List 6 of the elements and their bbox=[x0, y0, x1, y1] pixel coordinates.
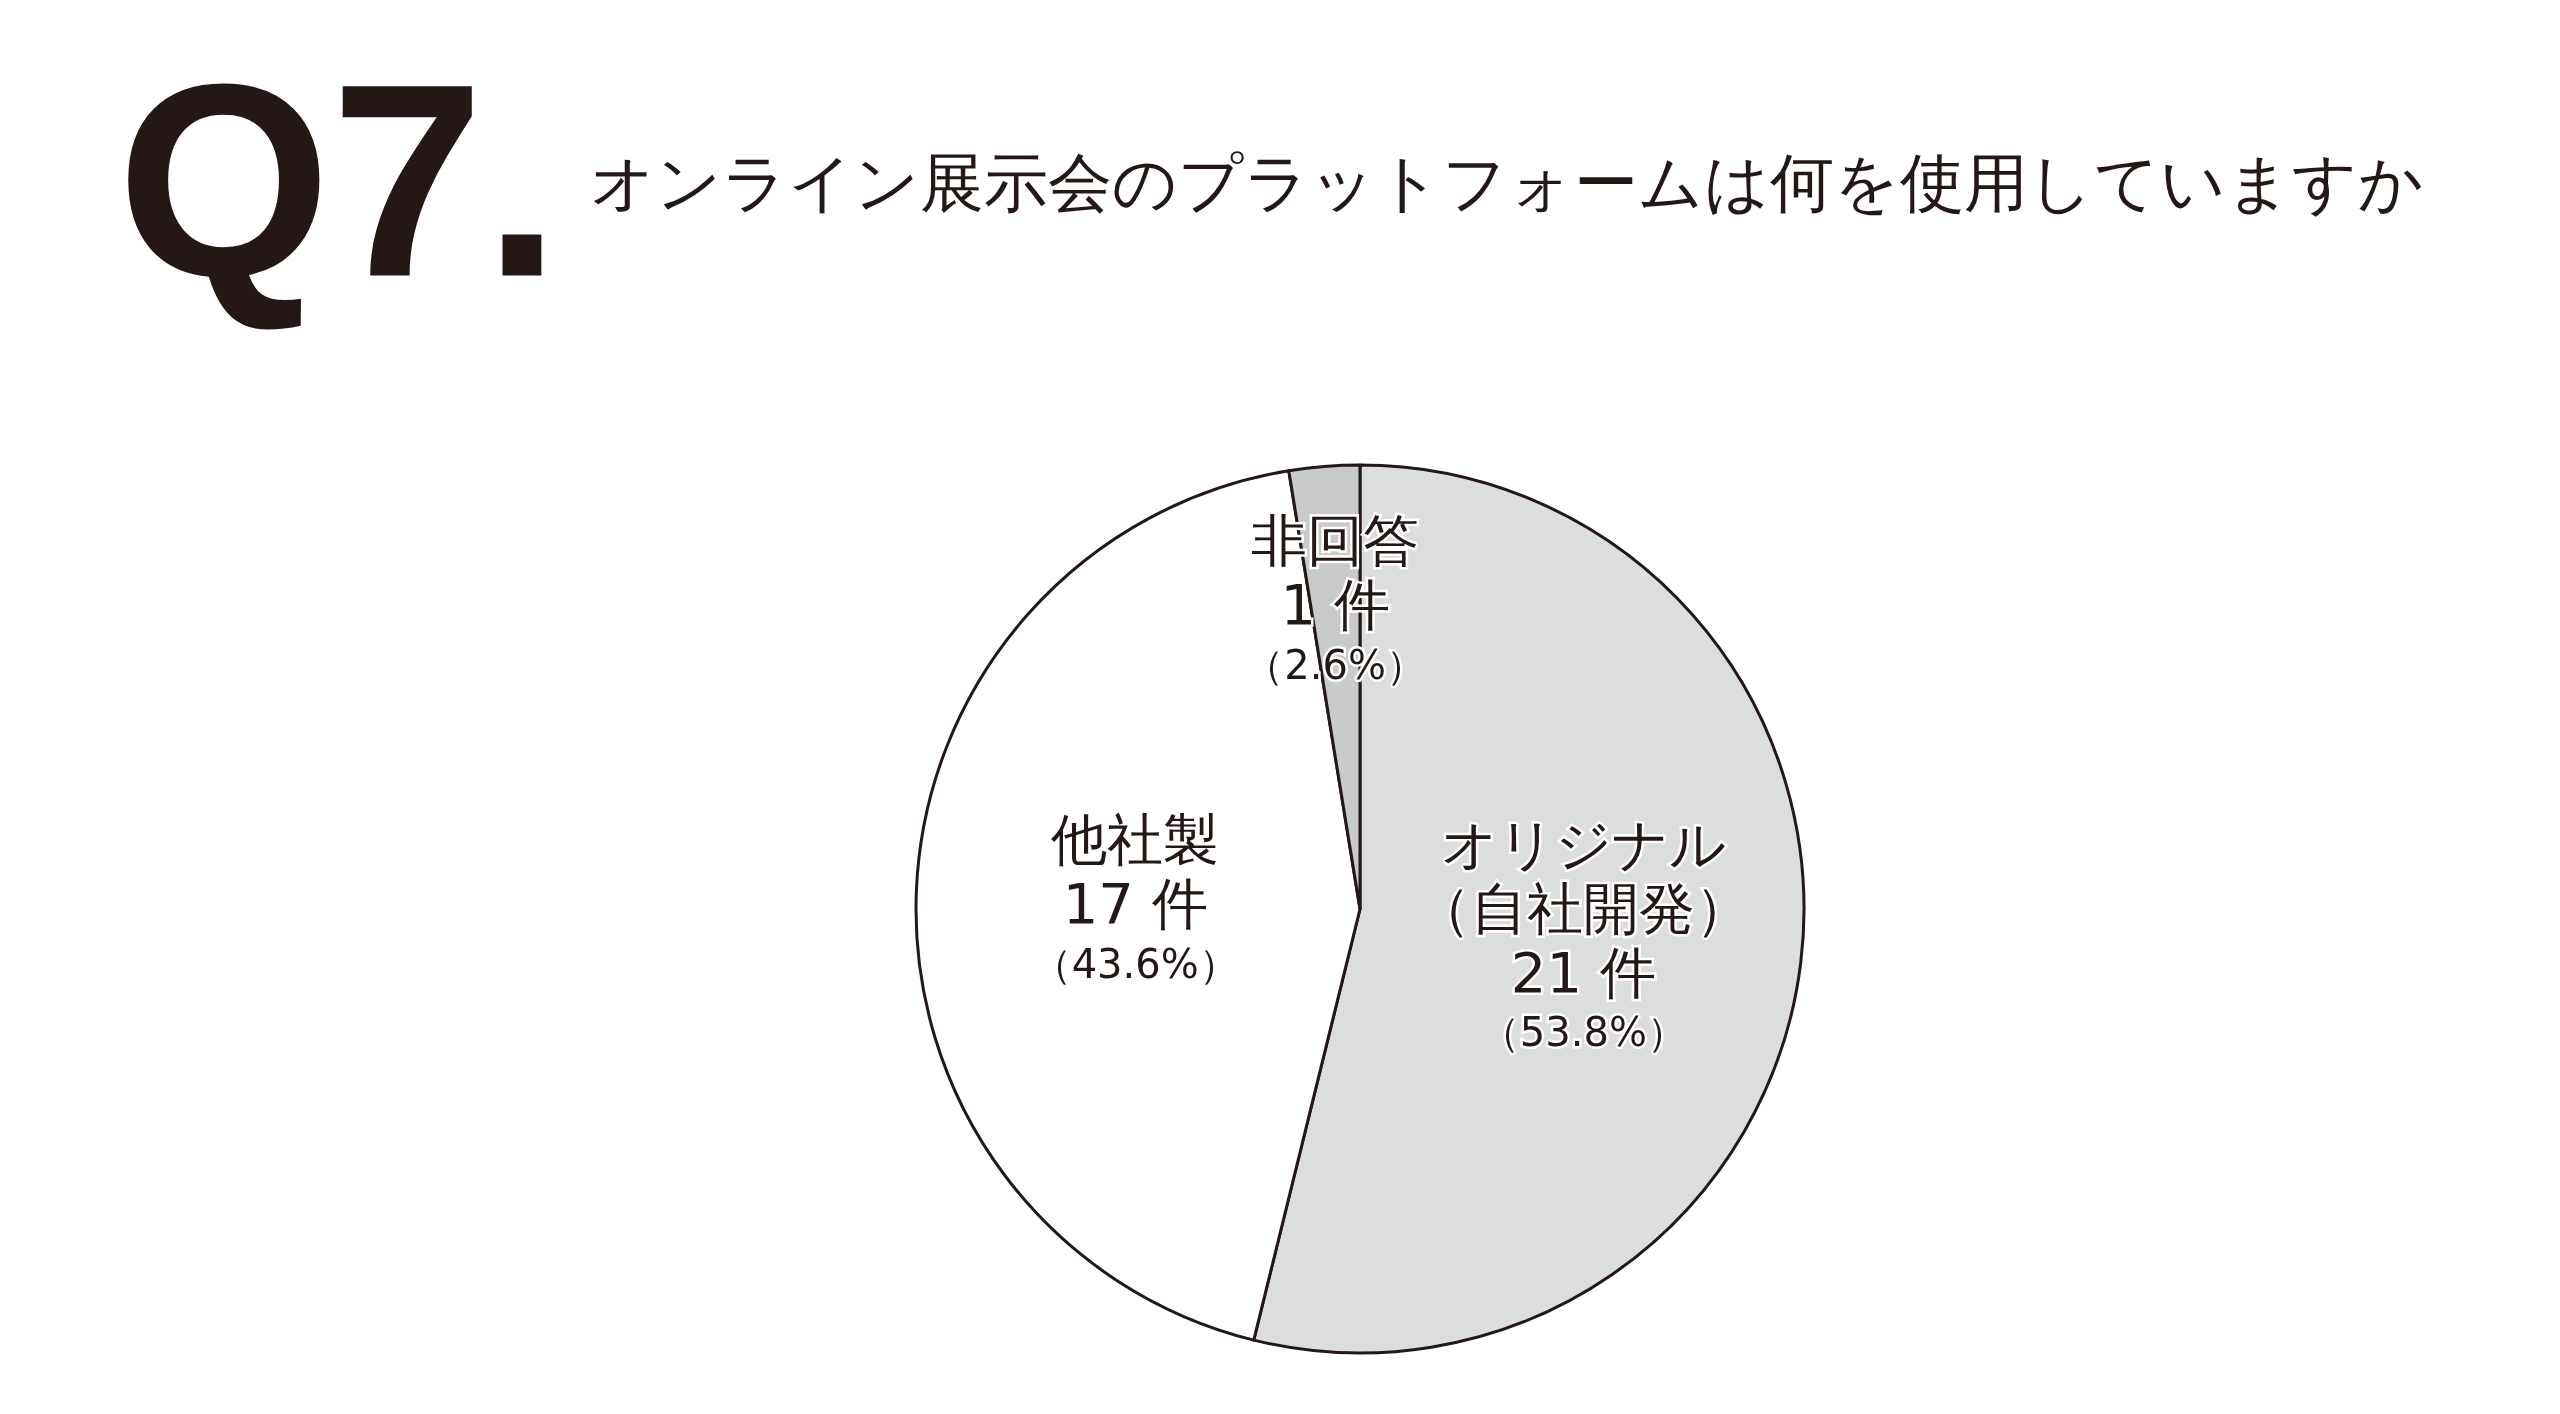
data-label: 17 件（43.6%） bbox=[1031, 871, 1239, 987]
slice-label: 他社製 bbox=[1051, 807, 1220, 873]
chart-title: Q7. bbox=[117, 26, 561, 334]
data-label: 21 件（53.8%） bbox=[1479, 939, 1687, 1056]
slice-label: オリジナル（自社開発） bbox=[1415, 811, 1752, 941]
chart-subtitle: オンライン展示会のプラットフォームは何を使用していますか bbox=[590, 146, 2424, 220]
